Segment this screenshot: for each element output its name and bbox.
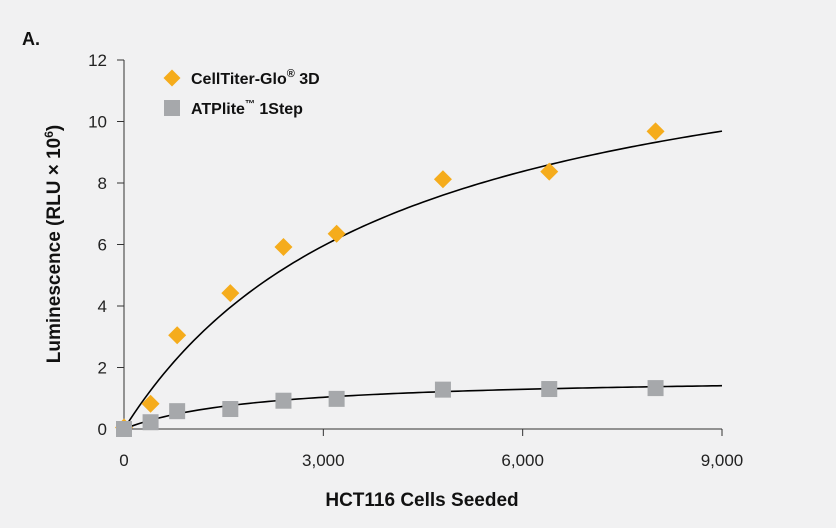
- legend-marker-celltiter: [163, 69, 181, 87]
- data-point-celltiter: [168, 326, 187, 345]
- y-tick-label: 2: [98, 359, 107, 378]
- y-tick-label: 8: [98, 174, 107, 193]
- data-point-atplite: [116, 421, 132, 437]
- x-axis-title: HCT116 Cells Seeded: [325, 490, 518, 511]
- data-point-atplite: [142, 414, 159, 431]
- y-tick-label: 4: [98, 297, 107, 316]
- data-point-celltiter: [274, 237, 293, 256]
- legend-marker-atplite: [164, 100, 180, 116]
- x-tick-label: 3,000: [302, 451, 345, 470]
- fit-curves: [123, 130, 723, 430]
- y-axis-title: Luminescence (RLU × 106): [42, 125, 65, 363]
- y-tick-label: 0: [98, 420, 107, 439]
- data-point-celltiter: [327, 224, 346, 243]
- x-tick-label: 9,000: [701, 451, 744, 470]
- data-point-atplite: [328, 390, 345, 407]
- data-point-atplite: [169, 403, 186, 420]
- data-point-atplite: [541, 381, 558, 398]
- legend-label-atplite: ATPlite™ 1Step: [191, 99, 303, 118]
- data-point-celltiter: [646, 122, 665, 141]
- legend-label-celltiter: CellTiter-Glo® 3D: [191, 68, 320, 88]
- data-points: [115, 122, 665, 437]
- legend: CellTiter-Glo® 3D ATPlite™ 1Step: [163, 68, 320, 118]
- x-tick-labels: 0 3,000 6,000 9,000: [119, 429, 743, 470]
- x-tick-label: 0: [119, 451, 128, 470]
- data-point-celltiter: [433, 170, 452, 189]
- y-tick-labels: 0 2 4 6 8 10 12: [88, 51, 124, 439]
- data-point-atplite: [434, 381, 451, 398]
- x-tick-label: 6,000: [501, 451, 544, 470]
- fit-curve-atplite: [123, 384, 723, 430]
- fit-curve-celltiter: [123, 130, 723, 430]
- data-point-celltiter: [540, 162, 559, 181]
- y-tick-label: 6: [98, 236, 107, 255]
- data-point-celltiter: [221, 284, 240, 303]
- y-tick-label: 12: [88, 51, 107, 70]
- data-point-atplite: [647, 380, 664, 397]
- data-point-atplite: [222, 401, 239, 418]
- data-point-atplite: [275, 392, 292, 409]
- y-tick-label: 10: [88, 113, 107, 132]
- data-point-celltiter: [141, 394, 160, 413]
- panel-label: A.: [22, 29, 40, 49]
